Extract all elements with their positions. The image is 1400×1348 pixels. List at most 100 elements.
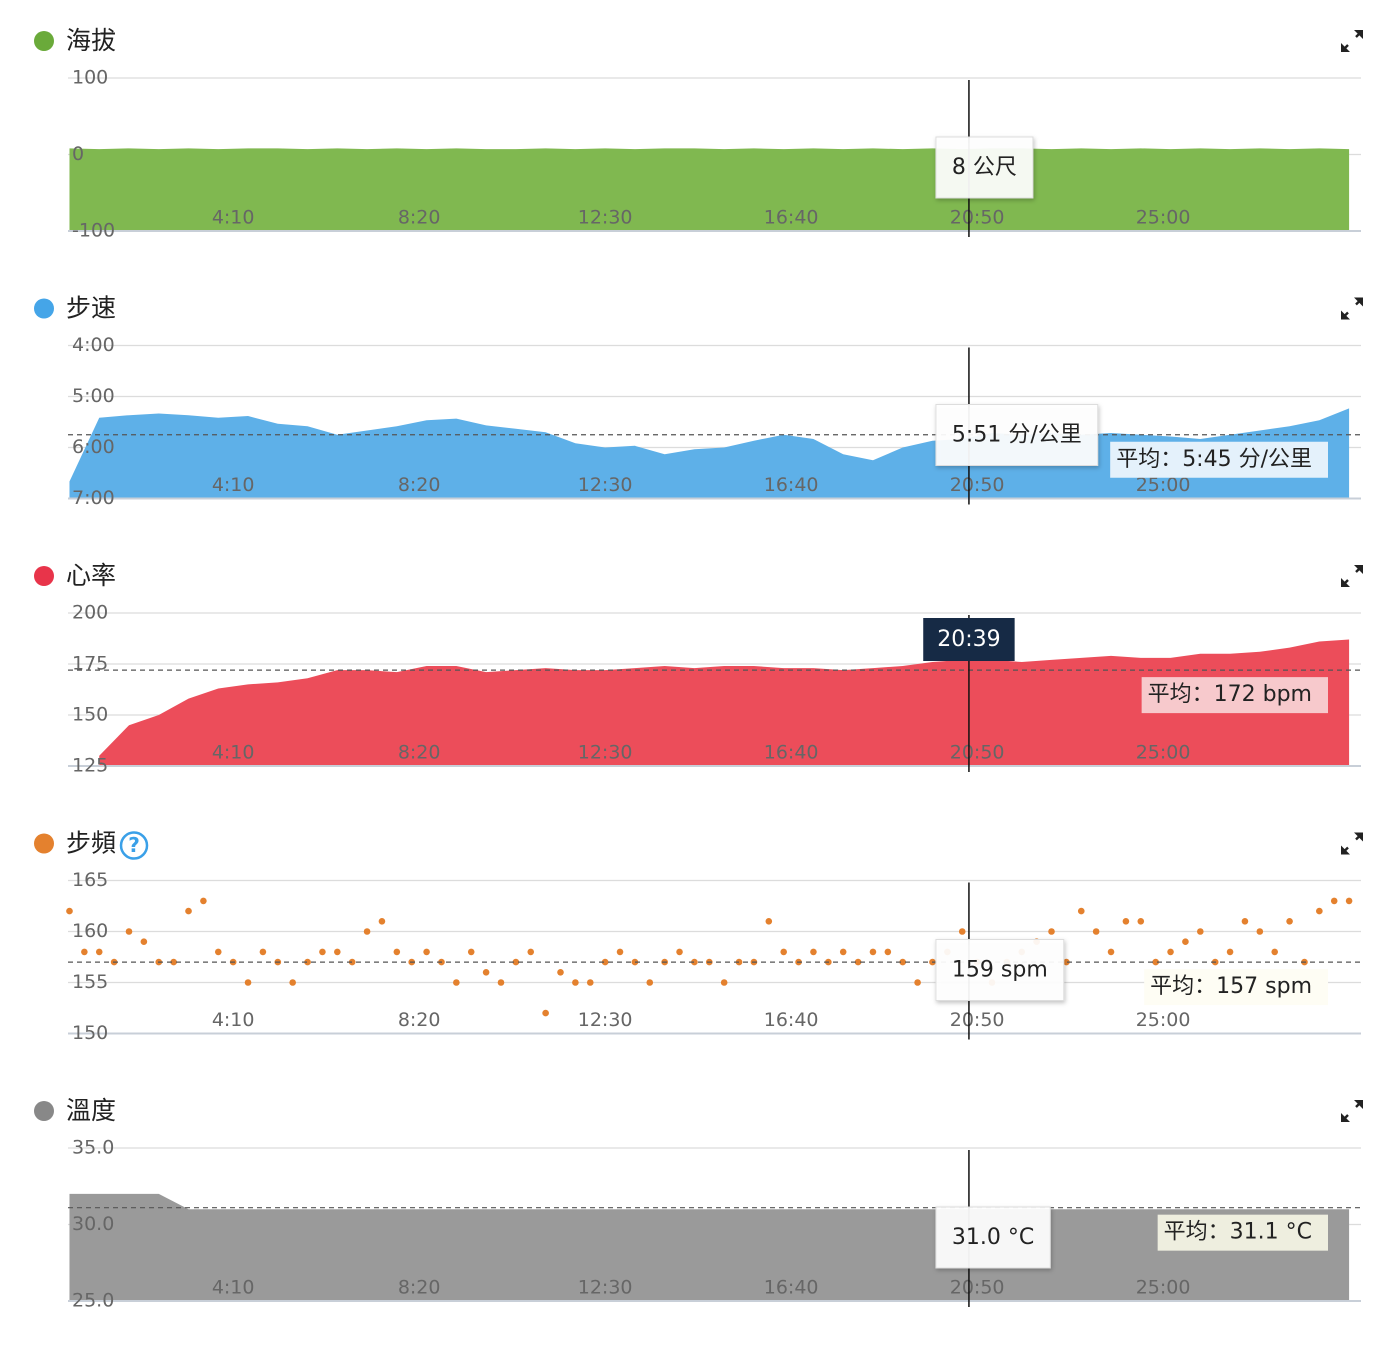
expand-button[interactable]: [1341, 832, 1363, 855]
x-tick-label: 8:20: [398, 1277, 441, 1299]
x-tick-label: 25:00: [1136, 742, 1191, 764]
expand-button[interactable]: [1341, 565, 1363, 587]
average-label: 平均：5:45 分/公里: [1116, 447, 1312, 472]
y-tick-label: 150: [72, 1022, 108, 1044]
x-tick-label: 16:40: [764, 1009, 819, 1031]
point: [185, 907, 192, 915]
legend-dot: [34, 833, 54, 854]
x-tick-label: 20:50: [950, 474, 1005, 496]
point: [631, 958, 639, 966]
point: [958, 928, 966, 935]
y-tick-label: 165: [72, 869, 108, 891]
average-label-bg: [1110, 441, 1328, 478]
x-tick-label: 12:30: [578, 742, 633, 764]
help-icon-label: ?: [128, 833, 140, 857]
chart-panel: 心率 125 150 175 200 4:10 8:20 12:30 16:40 20:50 25:…: [34, 561, 1363, 777]
expand-button[interactable]: [1341, 297, 1363, 320]
expand-button[interactable]: [1341, 30, 1363, 52]
point: [586, 979, 594, 986]
x-tick-label: 4:10: [212, 742, 255, 764]
point: [839, 948, 847, 956]
x-tick-label: 16:40: [764, 207, 819, 229]
point: [214, 948, 222, 956]
point: [1256, 928, 1264, 935]
point: [95, 948, 103, 956]
point: [899, 958, 907, 966]
point: [616, 948, 624, 956]
expand-icon: [1341, 1100, 1363, 1122]
x-tick-label: 12:30: [578, 1277, 633, 1299]
point: [735, 958, 743, 966]
point: [1122, 918, 1130, 925]
tooltip-value: 31.0 °C: [952, 1225, 1034, 1250]
area: [69, 408, 1350, 499]
average-label-bg: [1144, 969, 1328, 1006]
y-tick-label: -100: [72, 220, 115, 242]
point: [810, 948, 817, 956]
y-tick-label: 30.0: [72, 1213, 114, 1235]
chart-panel: 步速 4:00 5:00 6:00 7:00 4:10 8:20 12:30 16:40 20:5…: [34, 294, 1363, 509]
point: [1226, 948, 1234, 956]
expand-icon: [1341, 832, 1363, 855]
point: [423, 948, 430, 956]
x-tick-label: 16:40: [764, 742, 819, 764]
chart-title: 步頻: [66, 829, 116, 858]
point: [453, 979, 460, 986]
average-label: 平均：172 bpm: [1148, 682, 1312, 707]
point: [497, 979, 505, 986]
point: [66, 907, 73, 915]
x-tick-label: 20:50: [950, 1277, 1005, 1299]
y-tick-label: 25.0: [72, 1290, 114, 1312]
chart-title: 心率: [66, 561, 116, 590]
point: [1286, 918, 1293, 925]
tooltip-value: 159 spm: [952, 958, 1048, 983]
point: [378, 918, 386, 925]
point: [527, 948, 535, 956]
expand-icon: [1341, 297, 1363, 320]
chart-panel: 溫度 25.0 30.0 35.0 4:10 8:20 12:30 16:40 20:50 25:…: [34, 1096, 1363, 1312]
point: [1197, 928, 1204, 935]
point: [601, 958, 609, 966]
cursor-time-bg: [923, 618, 1015, 661]
point: [467, 948, 475, 956]
chart-title: 溫度: [66, 1096, 116, 1125]
x-tick-label: 25:00: [1136, 1009, 1191, 1031]
point: [319, 948, 326, 956]
chart-panel: 步頻 ? 150 155 160 165 4:10 8:20 12:30 16:40 20:50 25…: [34, 829, 1363, 1044]
y-tick-label: 6:00: [72, 436, 115, 458]
point: [1152, 958, 1159, 966]
expand-button[interactable]: [1341, 1100, 1363, 1122]
point: [125, 928, 133, 935]
point: [259, 948, 267, 956]
tooltip: [935, 404, 1099, 466]
y-tick-label: 155: [72, 971, 108, 993]
chart-title: 步速: [66, 294, 116, 323]
point: [720, 979, 728, 986]
point: [542, 1009, 549, 1017]
tooltip: [935, 939, 1065, 1001]
point: [140, 938, 148, 945]
help-icon[interactable]: [119, 831, 149, 860]
average-label-bg: [1157, 1214, 1328, 1251]
average-label-bg: [1141, 677, 1328, 714]
point: [1137, 918, 1145, 925]
x-tick-label: 20:50: [950, 207, 1005, 229]
point: [304, 958, 311, 966]
y-tick-label: 0: [72, 143, 84, 165]
point: [646, 979, 654, 986]
point: [1271, 948, 1279, 956]
point: [1107, 948, 1115, 956]
x-tick-label: 8:20: [398, 207, 441, 229]
legend-dot: [34, 1101, 54, 1121]
x-tick-label: 20:50: [950, 1009, 1005, 1031]
point: [81, 948, 88, 956]
chart-panel: 海拔 -100 0 100 4:10 8:20 12:30 16:40 20:50 25:00 8 …: [34, 26, 1363, 242]
y-tick-label: 4:00: [72, 334, 115, 356]
tooltip: [935, 136, 1034, 199]
x-tick-label: 25:00: [1136, 207, 1191, 229]
y-tick-label: 125: [72, 755, 108, 777]
x-tick-label: 12:30: [578, 1009, 633, 1031]
legend-dot: [34, 566, 54, 586]
y-tick-label: 150: [72, 704, 108, 726]
